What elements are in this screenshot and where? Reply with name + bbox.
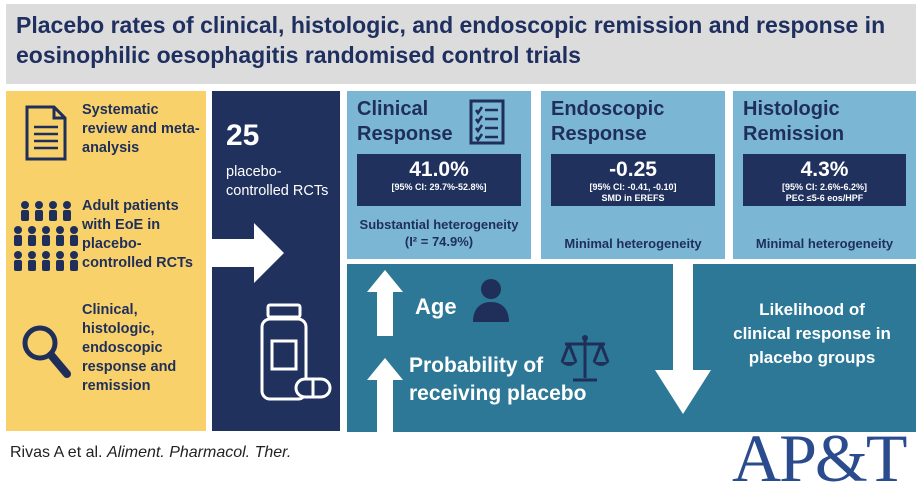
- heterogeneity-label: Substantial heterogeneity (I² = 74.9%): [347, 216, 531, 250]
- methods-item-text: Clinical, histologic, endoscopic respons…: [82, 302, 177, 394]
- i2-text: (I² = 74.9%): [404, 234, 474, 249]
- outcome-line: clinical response in: [733, 324, 891, 343]
- stat-box: 41.0% [95% CI: 29.7%-52.8%]: [357, 154, 521, 206]
- heterogeneity-text: Substantial heterogeneity: [359, 217, 519, 232]
- journal-logo: AP&T: [732, 420, 907, 496]
- down-arrow-icon: [655, 264, 711, 414]
- rct-count: 25: [226, 119, 260, 152]
- title-bar: Placebo rates of clinical, histologic, a…: [6, 4, 916, 84]
- endoscopic-response-card: Endoscopic Response -0.25 [95% CI: -0.41…: [541, 91, 725, 259]
- card-title-line: Response: [357, 123, 453, 145]
- probability-line: receiving placebo: [409, 382, 587, 405]
- probability-label: Probability of receiving placebo: [409, 352, 586, 408]
- page-title: Placebo rates of clinical, histologic, a…: [16, 12, 886, 68]
- right-arrow-icon: [212, 223, 284, 283]
- clinical-response-card: Clinical Response 41.0% [95% CI: 29.7%-5…: [347, 91, 531, 259]
- stat-value: 41.0%: [409, 158, 469, 181]
- checklist-icon: [469, 99, 505, 145]
- outcome-line: placebo groups: [748, 348, 876, 367]
- card-title-line: Clinical: [357, 98, 429, 120]
- citation-journal: Aliment. Pharmacol. Ther.: [106, 444, 292, 461]
- card-title: Endoscopic Response: [551, 97, 664, 147]
- card-title-line: Histologic: [743, 98, 840, 120]
- methods-item-text: Adult patients with EoE in placebo-contr…: [82, 198, 193, 271]
- stat-detail: SMD in EREFS: [601, 193, 665, 203]
- card-title-line: Remission: [743, 123, 845, 145]
- up-arrow-icon: [367, 358, 403, 432]
- heterogeneity-label: Minimal heterogeneity: [564, 236, 702, 251]
- probability-line: Probability of: [409, 354, 544, 377]
- stat-ci: [95% CI: 2.6%-6.2%]: [781, 182, 868, 192]
- heterogeneity-label: Minimal heterogeneity: [755, 236, 894, 251]
- medicine-bottle-icon: [260, 303, 332, 401]
- stat-box: -0.25 [95% CI: -0.41, -0.10] SMD in EREF…: [551, 154, 715, 206]
- stat-ci: [95% CI: 29.7%-52.8%]: [391, 182, 487, 192]
- card-title-line: Endoscopic: [551, 98, 665, 120]
- methods-panel: Systematic review and meta-analysis: [6, 91, 206, 431]
- outcome-label: Likelihood of clinical response in place…: [717, 298, 907, 370]
- methods-item-text: Systematic review and meta-analysis: [82, 102, 200, 156]
- rct-label: placebo-controlled RCTs: [226, 164, 329, 199]
- document-icon: [10, 105, 82, 161]
- scales-icon: [560, 335, 610, 382]
- rct-panel: 25 placebo-controlled RCTs: [212, 91, 340, 431]
- card-title: Clinical Response: [357, 97, 453, 147]
- people-group-icon: [10, 199, 82, 275]
- histologic-remission-card: Histologic Remission 4.3% [95% CI: 2.6%-…: [733, 91, 916, 259]
- citation: Rivas A et al. Aliment. Pharmacol. Ther.: [10, 444, 291, 462]
- stat-box: 4.3% [95% CI: 2.6%-6.2%] PEC ≤5-6 eos/HP…: [743, 154, 906, 206]
- up-arrow-icon: [367, 270, 403, 336]
- stat-ci: [95% CI: -0.41, -0.10]: [589, 182, 677, 192]
- card-title-line: Response: [551, 123, 647, 145]
- stat-detail: PEC ≤5-6 eos/HPF: [785, 193, 864, 203]
- stat-value: 4.3%: [800, 158, 849, 181]
- predictors-panel: Age Probability of receiving placebo Lik…: [347, 264, 916, 432]
- outcome-line: Likelihood of: [759, 300, 865, 319]
- age-label: Age: [415, 294, 457, 319]
- citation-authors: Rivas A et al.: [10, 444, 103, 461]
- person-icon: [473, 279, 509, 322]
- magnifier-icon: [10, 323, 82, 379]
- card-title: Histologic Remission: [743, 97, 844, 147]
- stat-value: -0.25: [609, 158, 657, 181]
